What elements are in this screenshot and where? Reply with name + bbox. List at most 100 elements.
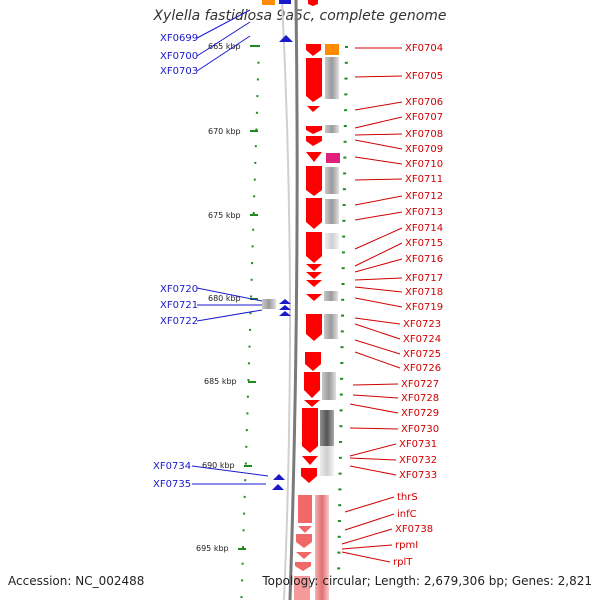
scale-tick — [241, 579, 244, 582]
gene-label-xf0706[interactable]: XF0706 — [405, 97, 443, 108]
gene-label-xf0734[interactable]: XF0734 — [153, 461, 191, 472]
scale-tick — [247, 379, 250, 381]
scale-ticks-right — [337, 46, 348, 570]
gene-label-xf0729[interactable]: XF0729 — [401, 408, 439, 419]
scale-tick — [243, 512, 246, 515]
gene-tick — [342, 204, 346, 206]
scale-tick — [254, 161, 257, 164]
gene-tick — [344, 77, 348, 80]
scale-tick — [256, 78, 259, 81]
gene-label-xf0733[interactable]: XF0733 — [399, 470, 437, 481]
pale-genes — [294, 495, 312, 600]
scale-tick — [251, 262, 254, 265]
scale-tick — [248, 345, 251, 348]
gene-label-xf0715[interactable]: XF0715 — [405, 238, 443, 249]
gene-tick — [339, 409, 343, 412]
gene-label-xf0732[interactable]: XF0732 — [399, 455, 437, 466]
gene-label-xf0738[interactable]: XF0738 — [395, 524, 433, 535]
gene-label-xf0723[interactable]: XF0723 — [403, 319, 441, 330]
scale-tick — [246, 395, 249, 398]
gene-tick — [341, 298, 345, 301]
gene-label-xf0722[interactable]: XF0722 — [160, 316, 198, 327]
scale-label-690: 690 kbp — [202, 461, 235, 470]
scale-tick — [252, 212, 255, 214]
gene-tick — [344, 61, 348, 64]
scale-label-675: 675 kbp — [208, 211, 241, 220]
genome-summary-text: Topology: circular; Length: 2,679,306 bp… — [262, 574, 592, 588]
gene-tick — [340, 330, 344, 333]
gene-label-xf0719[interactable]: XF0719 — [405, 302, 443, 313]
gene-label-xf0718[interactable]: XF0718 — [405, 287, 443, 298]
gene-label-rplt[interactable]: rplT — [393, 557, 413, 568]
gene-tick — [339, 425, 343, 428]
gene-label-xf0731[interactable]: XF0731 — [399, 439, 437, 450]
gene-label-xf0708[interactable]: XF0708 — [405, 129, 443, 140]
gene-tick — [342, 188, 346, 191]
gene-tick — [344, 93, 348, 96]
gene-label-xf0705[interactable]: XF0705 — [405, 71, 443, 82]
gene-label-xf0711[interactable]: XF0711 — [405, 174, 443, 185]
gene-label-xf0716[interactable]: XF0716 — [405, 254, 443, 265]
left-label-lines — [191, 9, 269, 485]
gene-tick — [337, 535, 341, 538]
scale-tick — [250, 295, 253, 298]
gene-label-xf0710[interactable]: XF0710 — [405, 159, 443, 170]
gene-tick — [341, 267, 345, 270]
gene-label-xf0707[interactable]: XF0707 — [405, 112, 443, 123]
gene-label-xf0700[interactable]: XF0700 — [160, 51, 198, 62]
scale-tick — [253, 195, 256, 198]
gene-label-xf0724[interactable]: XF0724 — [403, 334, 441, 345]
feature-orange — [325, 44, 339, 55]
gene-label-xf0728[interactable]: XF0728 — [401, 393, 439, 404]
scale-tick — [255, 111, 258, 114]
gene-tick — [342, 219, 346, 222]
gene-tick — [342, 235, 346, 238]
gene-tick — [338, 504, 342, 507]
genome-title: Xylella fastidiosa 9a5c, complete genome — [153, 8, 447, 24]
gene-label-xf0720[interactable]: XF0720 — [160, 284, 198, 295]
scale-tick — [252, 228, 255, 231]
gene-label-xf0721[interactable]: XF0721 — [160, 300, 198, 311]
gene-label-xf0725[interactable]: XF0725 — [403, 349, 441, 360]
scale-tick — [255, 128, 258, 131]
gene-tick — [341, 283, 345, 285]
reverse-gene-arrow — [279, 35, 293, 42]
backbone-outer — [281, 0, 292, 600]
gene-label-xf0713[interactable]: XF0713 — [405, 207, 443, 218]
scale-tick — [245, 445, 248, 448]
scale-tick — [257, 61, 260, 64]
gene-tick — [340, 346, 344, 349]
gene-tick — [343, 156, 347, 159]
scale-tick — [244, 462, 247, 465]
gene-label-xf0730[interactable]: XF0730 — [401, 424, 439, 435]
gene-label-xf0709[interactable]: XF0709 — [405, 144, 443, 155]
gene-label-xf0712[interactable]: XF0712 — [405, 191, 443, 202]
gene-label-xf0699[interactable]: XF0699 — [160, 33, 198, 44]
feature-blue-top — [279, 0, 291, 4]
gene-label-xf0726[interactable]: XF0726 — [403, 363, 441, 374]
gene-label-infc[interactable]: infC — [397, 509, 417, 520]
gene-label-xf0735[interactable]: XF0735 — [153, 479, 191, 490]
homology-blocks — [262, 57, 339, 600]
gene-tick — [339, 393, 343, 396]
reverse-genes — [272, 299, 291, 490]
forward-genes — [301, 0, 322, 483]
scale-label-695: 695 kbp — [196, 544, 229, 553]
gene-tick — [337, 567, 341, 570]
gene-label-xf0703[interactable]: XF0703 — [160, 66, 198, 77]
scale-tick — [258, 45, 260, 47]
gene-label-thrs[interactable]: thrS — [397, 492, 418, 503]
gene-label-xf0727[interactable]: XF0727 — [401, 379, 439, 390]
gene-label-rpmi[interactable]: rpmI — [395, 540, 418, 551]
gene-label-xf0714[interactable]: XF0714 — [405, 223, 443, 234]
scale-tick — [251, 245, 254, 248]
gene-label-xf0704[interactable]: XF0704 — [405, 43, 443, 54]
scale-tick — [240, 596, 243, 599]
gene-tick — [339, 441, 343, 443]
gene-tick — [338, 472, 342, 475]
gene-tick — [345, 46, 348, 48]
gene-tick — [340, 377, 344, 380]
scale-tick — [245, 429, 248, 432]
gene-label-xf0717[interactable]: XF0717 — [405, 273, 443, 284]
